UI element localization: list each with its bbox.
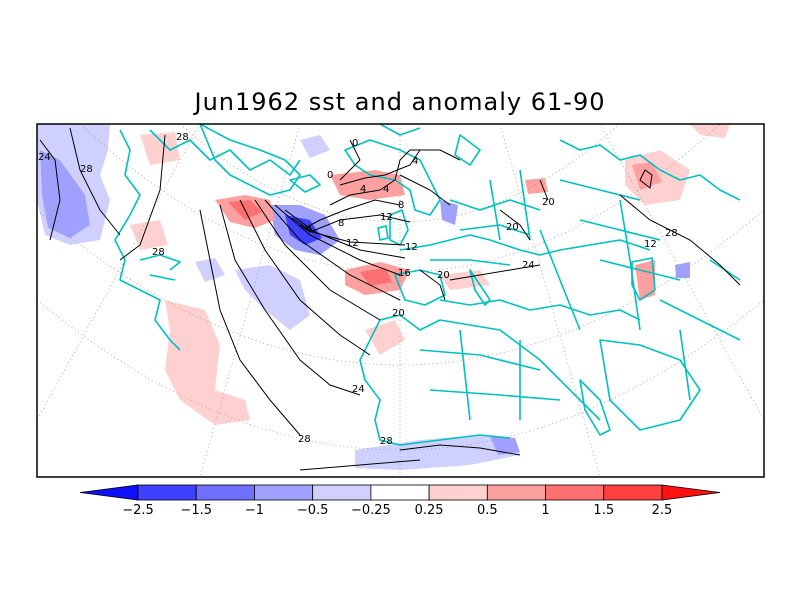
- contour-label: 20: [392, 308, 405, 319]
- colorbar-segment: [79, 484, 139, 501]
- positive-anomaly-fills: [130, 124, 730, 425]
- contour-label: 8: [398, 200, 404, 211]
- anomaly-fill-north-sea: [440, 200, 458, 225]
- anomaly-fill-south-core: [490, 436, 520, 455]
- contour-label: 4: [383, 184, 389, 195]
- colorbar-label: 1: [541, 503, 549, 518]
- colorbar-label: 2.5: [652, 503, 673, 518]
- greenland-coast: [199, 124, 301, 196]
- colorbar-segment: [486, 484, 546, 501]
- colorbar: −2.5 −1.5 −1 −0.5 −0.25 0.25 0.5 1 1.5 2.5: [79, 484, 721, 518]
- contour-label: 12: [405, 242, 418, 253]
- colorbar-label: −0.25: [351, 503, 391, 518]
- contour-label: 20: [542, 197, 555, 208]
- contour-label: 12: [346, 238, 359, 249]
- anomaly-fill-subtropical-warm: [165, 300, 250, 425]
- colorbar-segment: [254, 484, 314, 501]
- europe-coast: [399, 234, 651, 256]
- contour-label: 4: [360, 184, 366, 195]
- colorbar-segment: [195, 484, 255, 501]
- map-frame: [36, 123, 765, 478]
- anomaly-fill-biscay-core: [360, 268, 392, 286]
- contour-label: 8: [338, 218, 344, 229]
- colorbar-label: 0.5: [477, 503, 498, 518]
- contour-label: 16: [398, 268, 411, 279]
- contour-label: 0: [352, 138, 358, 149]
- red-sea: [579, 379, 611, 436]
- contour-label: 4: [306, 224, 312, 235]
- colorbar-segment: [312, 484, 372, 501]
- colorbar-segment: [428, 484, 488, 501]
- colorbar-segment: [661, 484, 721, 501]
- italy: [469, 269, 491, 306]
- anomaly-fill-west-atlantic-core: [40, 150, 90, 238]
- contour-label: 28: [80, 164, 93, 175]
- asia-coast: [559, 139, 741, 201]
- colorbar-label: 1.5: [593, 503, 614, 518]
- contour-label: 12: [644, 239, 657, 250]
- africa-interior-borders: [419, 329, 561, 421]
- north-america-coast: [114, 129, 181, 351]
- contour-label: 24: [522, 260, 535, 271]
- british-isles: [377, 209, 409, 246]
- colorbar-segment: [137, 484, 197, 501]
- contour-label: 28: [665, 228, 678, 239]
- africa-west: [359, 319, 511, 446]
- contour-label: 28: [152, 247, 165, 258]
- contour-label: 20: [437, 270, 450, 281]
- map-plot-area: 28 24 28 28 0 0 4 4 4 8 4 8 12 12 12 16 …: [37, 124, 764, 477]
- colorbar-label: −1: [245, 503, 264, 518]
- colorbar-segment: [370, 484, 430, 501]
- contour-label: 12: [380, 212, 393, 223]
- colorbar-segment: [603, 484, 663, 501]
- coastlines: [114, 124, 741, 446]
- colorbar-segment: [545, 484, 605, 501]
- arabia: [599, 339, 701, 431]
- arctic-islands: [379, 124, 481, 166]
- anomaly-fill-gulf: [130, 220, 168, 250]
- colorbar-label: −0.5: [297, 503, 329, 518]
- caspian-sea: [631, 257, 656, 301]
- iceland: [289, 174, 321, 193]
- map-title: Jun1962 sst and anomaly 61-90: [194, 88, 606, 116]
- anomaly-fill-arabia: [525, 178, 548, 194]
- anomaly-fill-central-atlantic: [235, 265, 310, 330]
- contour-label: 20: [506, 222, 519, 233]
- europe-borders: [430, 169, 541, 266]
- sst-contours: [39, 127, 741, 471]
- contour-label: 24: [38, 152, 51, 163]
- anomaly-fill-north-canada: [140, 132, 180, 165]
- anomaly-fill-arctic-warm: [690, 124, 730, 138]
- contour-label: 0: [327, 170, 333, 181]
- mediterranean: [439, 299, 641, 321]
- colorbar-label: −2.5: [122, 503, 154, 518]
- asia-borders: [539, 179, 681, 331]
- contour-label: 28: [298, 434, 311, 445]
- contour-label: 28: [176, 132, 189, 143]
- caribbean: [139, 254, 181, 281]
- anomaly-fill-arctic: [300, 135, 330, 158]
- africa-coast: [379, 314, 601, 421]
- contour-label: 28: [380, 436, 393, 447]
- contour-label: 24: [352, 384, 365, 395]
- colorbar-label: 0.25: [415, 503, 444, 518]
- scandinavia: [344, 139, 441, 216]
- anomaly-fill-asia-core: [632, 162, 662, 190]
- contour-labels: 28 24 28 28 0 0 4 4 4 8 4 8 12 12 12 16 …: [38, 132, 678, 447]
- anomaly-fill-mid-atlantic: [195, 258, 225, 282]
- contour-label: 4: [412, 156, 418, 167]
- colorbar-label: −1.5: [180, 503, 212, 518]
- canada-islands: [149, 129, 301, 176]
